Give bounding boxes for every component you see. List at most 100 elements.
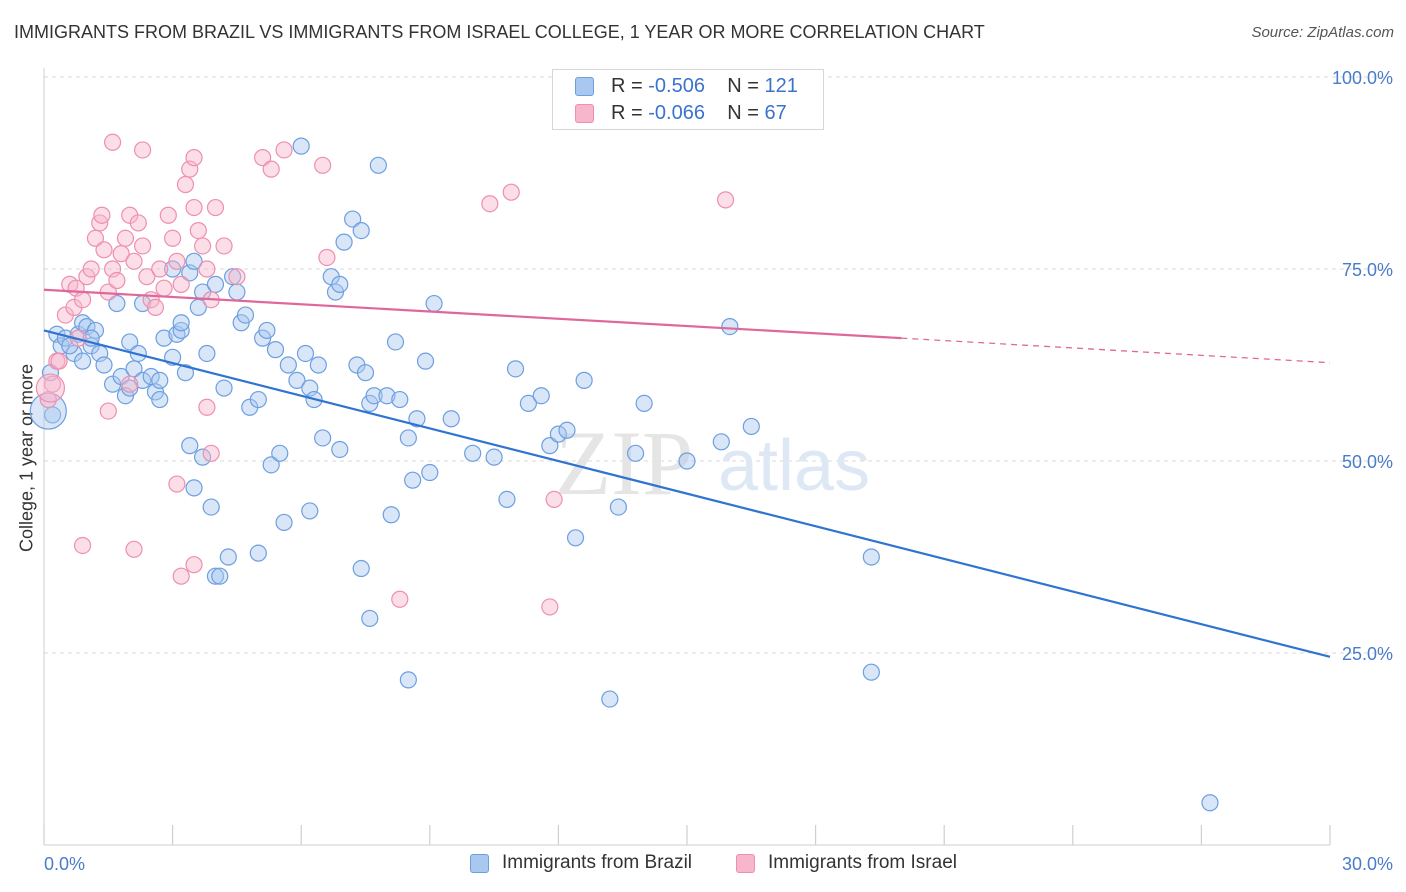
data-point-brazil [296, 344, 315, 363]
data-point-brazil [206, 275, 225, 293]
data-point-brazil [558, 421, 576, 439]
series-legend: Immigrants from Brazil Immigrants from I… [0, 850, 1406, 880]
data-point-brazil [575, 371, 593, 389]
data-point-israel [50, 352, 68, 370]
data-point-brazil [121, 379, 139, 397]
data-point-brazil [609, 498, 628, 516]
data-point-israel [103, 133, 122, 151]
data-point-brazil [73, 352, 92, 370]
y-tick-label: 50.0% [1342, 452, 1393, 472]
data-point-brazil [185, 479, 203, 497]
stats-legend: R = -0.506 N = 121 R = -0.066 N = 67 [552, 69, 824, 130]
data-point-israel [99, 402, 117, 420]
y-tick-label: 75.0% [1342, 260, 1393, 280]
data-point-israel [168, 252, 186, 270]
trend-line-israel-extension [901, 337, 1331, 364]
legend-swatch-israel [736, 854, 755, 873]
data-point-brazil [506, 360, 525, 378]
data-point-brazil [549, 425, 568, 443]
data-point-brazil [155, 329, 173, 347]
trend-line-israel [43, 288, 902, 340]
data-point-israel [481, 195, 499, 213]
data-point-brazil [404, 471, 422, 489]
data-point-brazil [219, 548, 237, 566]
data-point-israel [202, 444, 220, 462]
data-point-israel [185, 556, 203, 574]
data-point-brazil [399, 429, 417, 447]
legend-r-value-brazil: -0.506 [648, 75, 705, 97]
data-point-brazil [464, 444, 482, 462]
data-point-israel [215, 237, 233, 255]
data-point-brazil [331, 275, 349, 293]
data-point-israel [176, 175, 195, 194]
data-point-israel [206, 198, 225, 217]
data-point-brazil [236, 306, 255, 324]
data-point-brazil [425, 294, 443, 313]
data-point-brazil [344, 210, 362, 228]
data-point-brazil [292, 137, 310, 155]
data-point-israel [185, 149, 203, 167]
data-point-israel [125, 540, 143, 558]
data-point-brazil [485, 448, 503, 466]
data-point-israel [275, 141, 293, 159]
data-point-israel [155, 279, 173, 297]
data-point-brazil [369, 156, 387, 174]
data-point-brazil [275, 513, 293, 532]
data-point-brazil [519, 394, 537, 412]
data-point-israel [185, 198, 203, 217]
data-point-brazil [176, 364, 195, 382]
x-tick-label: 0.0% [44, 854, 85, 874]
data-point-brazil [121, 333, 139, 351]
legend-swatch-brazil [575, 77, 594, 96]
data-point-brazil [408, 410, 426, 428]
data-point-israel [254, 149, 272, 167]
data-point-brazil [198, 344, 216, 363]
data-point-israel [172, 275, 190, 293]
data-point-israel [133, 237, 152, 255]
data-point-israel [198, 398, 216, 416]
data-point-brazil [712, 433, 730, 451]
data-point-brazil [626, 444, 645, 462]
data-point-brazil [181, 437, 199, 455]
data-point-israel [198, 260, 216, 278]
data-point-brazil [361, 609, 379, 628]
data-point-brazil [498, 490, 516, 508]
data-point-brazil [678, 452, 696, 470]
data-point-israel [194, 237, 212, 255]
data-point-israel [314, 156, 332, 174]
data-point-brazil [301, 502, 319, 520]
data-point-brazil [228, 283, 246, 301]
legend-r-label: R = [611, 102, 649, 124]
data-point-brazil [421, 463, 439, 482]
watermark: ZIP atlas [555, 412, 870, 514]
data-point-brazil [151, 371, 169, 389]
trend-lines [43, 288, 1331, 658]
data-point-israel [138, 268, 156, 286]
data-point-israel [129, 214, 147, 232]
y-tick-label: 100.0% [1332, 68, 1393, 88]
data-point-brazil [249, 390, 267, 409]
data-point-brazil [442, 410, 460, 428]
data-point-israel [502, 183, 520, 201]
data-point-brazil [29, 392, 67, 430]
data-point-brazil [314, 429, 332, 447]
data-point-israel [151, 260, 169, 278]
data-point-brazil [249, 544, 267, 562]
legend-swatch-israel [575, 104, 594, 123]
data-point-brazil [365, 387, 383, 405]
data-point-israel [73, 536, 92, 555]
data-point-brazil [391, 390, 409, 409]
data-point-brazil [331, 440, 349, 459]
data-point-brazil [266, 341, 285, 359]
data-point-israel [125, 252, 143, 270]
legend-r-value-israel: -0.066 [648, 102, 705, 124]
legend-n-label: N = [727, 102, 765, 124]
data-point-brazil [309, 356, 327, 374]
data-point-israel [541, 598, 559, 616]
data-point-brazil [215, 379, 233, 397]
legend-r-label: R = [611, 75, 649, 97]
data-point-brazil [185, 252, 203, 270]
legend-label-brazil: Immigrants from Brazil [502, 852, 693, 873]
data-point-brazil [382, 506, 400, 524]
